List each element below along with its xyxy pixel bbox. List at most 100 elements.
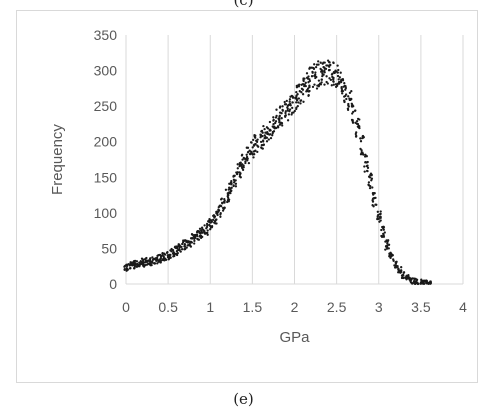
data-point — [236, 171, 239, 174]
data-point — [206, 233, 209, 236]
data-point — [228, 182, 231, 185]
y-tick-labels: 0 50 100 150 200 250 300 350 — [94, 27, 118, 292]
bottom-caption: (e) — [233, 390, 254, 408]
data-point — [328, 77, 331, 80]
data-point — [367, 175, 371, 178]
data-point — [334, 85, 338, 89]
data-point — [304, 84, 307, 88]
data-point — [236, 163, 239, 166]
data-point — [322, 73, 325, 76]
data-point — [293, 109, 296, 113]
data-point — [212, 214, 215, 218]
data-point — [332, 80, 335, 83]
data-point — [245, 153, 248, 156]
data-point — [358, 126, 361, 130]
data-point — [338, 76, 341, 79]
data-point — [386, 242, 389, 245]
data-point — [284, 110, 287, 113]
data-point — [365, 169, 369, 173]
data-point — [256, 150, 259, 154]
data-point — [157, 260, 160, 263]
data-point — [129, 267, 132, 270]
data-point — [208, 221, 212, 224]
data-point — [132, 263, 135, 267]
data-point — [405, 276, 408, 279]
y-axis-title: Frequency — [49, 124, 66, 195]
data-point — [328, 61, 331, 64]
data-point — [230, 181, 233, 185]
x-tick-label: 0.5 — [158, 299, 178, 315]
data-point — [199, 232, 202, 235]
data-point — [393, 264, 396, 267]
data-point — [317, 79, 321, 82]
data-point — [356, 117, 360, 121]
data-point — [364, 160, 367, 164]
x-tick-label: 1 — [206, 299, 214, 315]
data-point — [344, 86, 348, 90]
data-point — [181, 242, 184, 246]
data-point — [227, 194, 230, 197]
data-point — [397, 269, 400, 272]
data-point — [205, 222, 209, 226]
data-point — [187, 240, 190, 243]
data-point — [169, 253, 172, 257]
data-point — [213, 221, 216, 224]
data-point — [313, 83, 316, 86]
data-point — [295, 90, 298, 94]
data-point — [230, 179, 233, 183]
data-point — [239, 176, 242, 179]
data-point — [413, 280, 417, 283]
data-point — [186, 244, 189, 247]
data-point — [286, 106, 289, 109]
data-point — [219, 215, 222, 218]
data-point — [251, 146, 254, 149]
data-point — [196, 238, 200, 241]
data-point — [223, 199, 226, 202]
data-point — [374, 203, 377, 206]
data-point — [291, 106, 294, 110]
data-point — [206, 229, 209, 232]
data-point — [184, 247, 187, 250]
data-point — [320, 78, 323, 81]
data-point — [250, 141, 253, 144]
data-point — [302, 78, 305, 82]
data-point — [140, 262, 144, 266]
data-point — [232, 184, 235, 187]
data-point — [256, 138, 259, 141]
data-point — [308, 89, 311, 93]
data-point — [221, 206, 225, 210]
data-point — [254, 136, 257, 139]
data-point — [329, 78, 333, 82]
data-point — [326, 82, 329, 85]
data-point — [247, 161, 251, 165]
data-point — [344, 93, 348, 96]
data-point — [347, 102, 350, 106]
data-point — [338, 82, 341, 85]
data-point — [288, 98, 292, 101]
data-point — [386, 240, 389, 243]
data-point — [388, 255, 391, 258]
data-point — [301, 83, 305, 86]
data-point — [300, 87, 304, 90]
data-point — [363, 165, 366, 168]
data-point — [232, 178, 236, 181]
data-point — [167, 254, 170, 257]
data-point — [226, 200, 229, 204]
data-point — [220, 205, 223, 208]
data-point — [336, 64, 339, 67]
data-point — [340, 87, 343, 90]
data-point — [284, 114, 287, 117]
data-point — [234, 182, 238, 185]
data-point — [209, 219, 213, 222]
data-point — [371, 186, 374, 189]
data-point — [332, 83, 335, 86]
data-point — [366, 166, 370, 170]
data-point — [329, 63, 332, 67]
data-point — [351, 118, 354, 122]
y-tick-label: 200 — [94, 134, 118, 150]
data-point — [183, 239, 187, 242]
data-point — [266, 131, 269, 134]
data-point — [350, 90, 353, 93]
data-point — [238, 164, 241, 168]
data-point — [370, 179, 373, 182]
